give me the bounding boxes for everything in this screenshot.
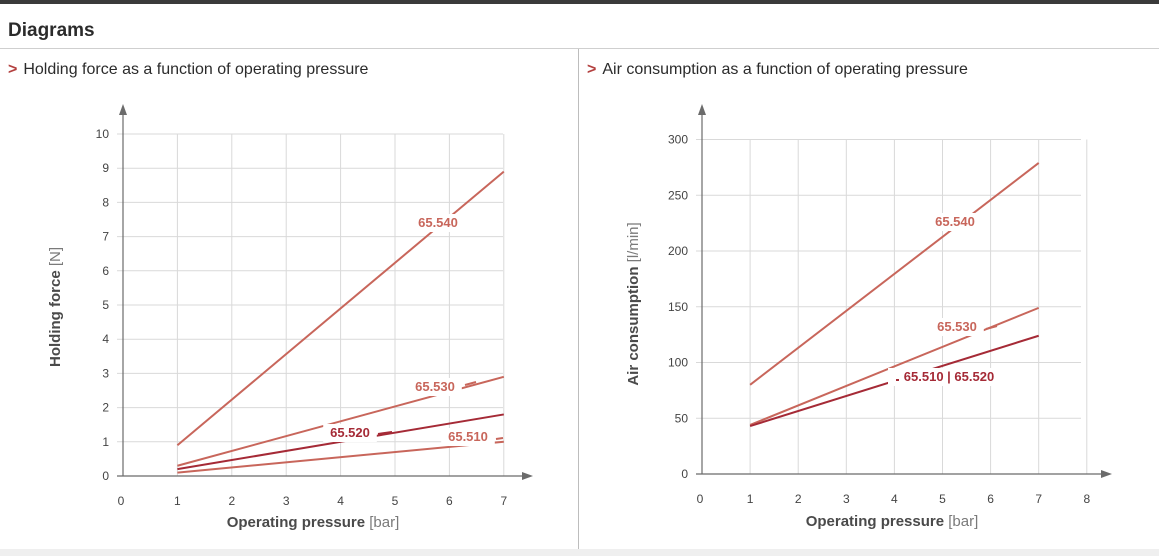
series-label-bg bbox=[323, 424, 377, 442]
x-tick-label: 3 bbox=[283, 494, 290, 508]
air-consumption-title: > Air consumption as a function of operat… bbox=[587, 61, 968, 79]
air-consumption-panel: > Air consumption as a function of operat… bbox=[579, 49, 1159, 549]
y-axis-arrow-icon bbox=[698, 104, 706, 115]
series-label: 65.520 bbox=[330, 425, 370, 440]
x-tick-label: 0 bbox=[697, 492, 704, 506]
y-tick-label: 250 bbox=[668, 188, 688, 202]
holding-force-title-text: Holding force as a function of operating… bbox=[23, 61, 369, 78]
x-axis-title-text: Operating pressure bbox=[227, 514, 365, 531]
series-label: 65.540 bbox=[418, 215, 458, 230]
x-axis-title: Operating pressure [bar] bbox=[227, 514, 400, 531]
x-tick-label: 2 bbox=[228, 494, 235, 508]
air-consumption-title-text: Air consumption as a function of operati… bbox=[602, 61, 968, 78]
series-label: 65.510 | 65.520 bbox=[904, 369, 994, 384]
x-tick-label: 1 bbox=[174, 494, 181, 508]
section-header: Diagrams bbox=[0, 4, 1159, 49]
series-label-bg bbox=[411, 214, 465, 232]
y-tick-label: 100 bbox=[668, 356, 688, 370]
series-label-bg bbox=[888, 368, 1010, 386]
x-tick-label: 3 bbox=[843, 492, 850, 506]
x-tick-label: 7 bbox=[500, 494, 507, 508]
y-axis-title-text: Air consumption bbox=[625, 267, 642, 386]
x-axis-arrow-icon bbox=[522, 472, 533, 480]
y-axis-title-text: Holding force bbox=[47, 270, 64, 367]
y-axis-title: Holding force [N] bbox=[47, 247, 64, 367]
holding-force-title: > Holding force as a function of operatin… bbox=[8, 61, 368, 79]
series-line bbox=[749, 162, 1040, 386]
series-label-bg bbox=[928, 213, 982, 231]
y-tick-label: 50 bbox=[675, 411, 689, 425]
y-axis-unit: [l/min] bbox=[625, 222, 642, 266]
x-tick-label: 0 bbox=[118, 494, 125, 508]
x-tick-label: 4 bbox=[337, 494, 344, 508]
y-tick-label: 6 bbox=[102, 264, 109, 278]
y-axis-unit: [N] bbox=[47, 247, 64, 270]
x-tick-label: 7 bbox=[1035, 492, 1042, 506]
x-axis-arrow-icon bbox=[1101, 470, 1112, 478]
bottom-band bbox=[0, 549, 1159, 556]
y-tick-label: 2 bbox=[102, 401, 109, 415]
series-label-bg bbox=[441, 428, 495, 446]
y-tick-label: 0 bbox=[681, 467, 688, 481]
holding-force-chart: 0 1 2 3 4 5 6 7 0 1 2 3 4 5 6 7 8 9 10 Operating pressure [… bbox=[47, 104, 533, 531]
y-tick-label: 150 bbox=[668, 300, 688, 314]
x-axis-title: Operating pressure [bar] bbox=[806, 513, 979, 530]
series-label-leader bbox=[495, 437, 504, 440]
y-axis-title: Air consumption [l/min] bbox=[625, 222, 642, 385]
chevron-right-icon: > bbox=[587, 61, 597, 78]
series-label-leader bbox=[985, 325, 998, 330]
series-label-leader bbox=[464, 381, 477, 386]
y-tick-label: 10 bbox=[96, 127, 110, 141]
top-rule bbox=[0, 0, 1159, 4]
y-tick-label: 9 bbox=[102, 161, 109, 175]
x-tick-label: 6 bbox=[446, 494, 453, 508]
x-axis-title-text: Operating pressure bbox=[806, 513, 944, 530]
x-tick-label: 4 bbox=[891, 492, 898, 506]
series-label: 65.530 bbox=[415, 379, 455, 394]
y-tick-label: 4 bbox=[102, 332, 109, 346]
y-tick-label: 200 bbox=[668, 244, 688, 258]
y-tick-label: 5 bbox=[102, 298, 109, 312]
holding-force-panel: > Holding force as a function of operatin… bbox=[0, 49, 579, 549]
series-line bbox=[177, 440, 504, 474]
x-tick-label: 8 bbox=[1083, 492, 1090, 506]
y-tick-label: 0 bbox=[102, 469, 109, 483]
y-axis-arrow-icon bbox=[119, 104, 127, 115]
x-tick-label: 5 bbox=[392, 494, 399, 508]
air-consumption-chart: 0 1 2 3 4 5 6 7 8 0 50 100 150 200 250 300 Operating pre… bbox=[625, 104, 1112, 530]
series-label: 65.540 bbox=[935, 214, 975, 229]
x-tick-label: 6 bbox=[987, 492, 994, 506]
x-tick-label: 2 bbox=[795, 492, 802, 506]
y-tick-label: 8 bbox=[102, 195, 109, 209]
series-label-bg bbox=[930, 318, 984, 336]
y-tick-label: 300 bbox=[668, 133, 688, 147]
series-label-bg bbox=[408, 378, 462, 396]
x-tick-label: 5 bbox=[939, 492, 946, 506]
series-label: 65.510 bbox=[448, 429, 488, 444]
series-label: 65.530 bbox=[937, 319, 977, 334]
series-label-leader bbox=[377, 431, 393, 435]
x-tick-label: 1 bbox=[747, 492, 754, 506]
x-axis-unit: [bar] bbox=[944, 513, 978, 530]
chevron-right-icon: > bbox=[8, 61, 18, 78]
y-tick-label: 3 bbox=[102, 366, 109, 380]
y-tick-label: 1 bbox=[102, 435, 109, 449]
y-tick-label: 7 bbox=[102, 230, 109, 244]
x-axis-unit: [bar] bbox=[365, 514, 399, 531]
section-title: Diagrams bbox=[8, 20, 95, 41]
